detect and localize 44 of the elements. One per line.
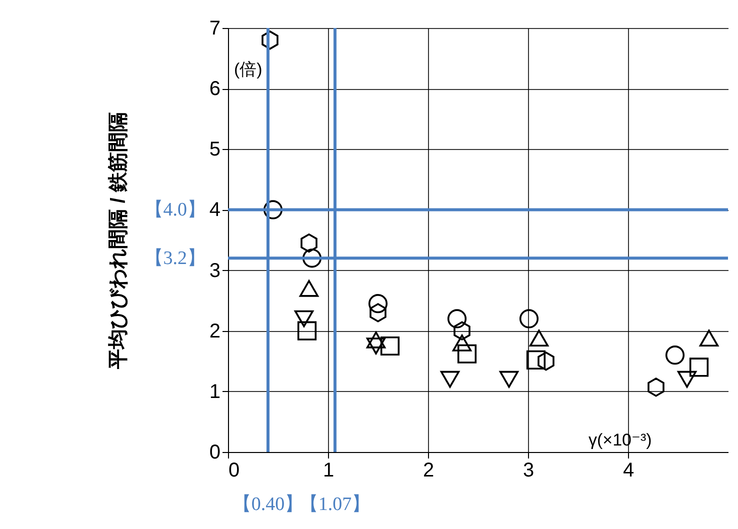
point (452, 334, 472, 352)
y-tick-label: 1 (209, 380, 220, 403)
point (370, 303, 386, 322)
x-tick-label: 0 (228, 460, 240, 482)
point (368, 294, 388, 314)
point (300, 233, 318, 253)
point (665, 346, 685, 365)
point (263, 200, 283, 220)
point (440, 370, 460, 388)
point (529, 330, 549, 347)
ref-line-label: 【3.2】 (144, 248, 206, 270)
point (454, 321, 470, 340)
point (299, 280, 319, 297)
point (380, 336, 400, 356)
ref-line-label: 【4.0】 (144, 200, 206, 221)
point (294, 310, 314, 328)
y-axis-title: 平均ひびわれ間隔 / 鉄筋間隔 (108, 112, 130, 370)
point (648, 378, 664, 397)
point (538, 352, 554, 371)
x-tick-label: 1 (322, 460, 334, 482)
point (262, 30, 278, 50)
point (677, 370, 697, 388)
point (519, 309, 539, 328)
point (526, 350, 546, 370)
x-tick-label: 4 (622, 460, 634, 482)
y-tick-label: 6 (209, 78, 220, 100)
y-tick-label: 7 (209, 18, 220, 40)
point (366, 338, 386, 354)
y-tick-label: 4 (209, 199, 220, 222)
point (447, 309, 467, 328)
y-tick-label: 2 (209, 320, 220, 342)
annotation: (倍) (234, 60, 262, 79)
point (699, 330, 719, 347)
y-tick-label: 5 (209, 138, 220, 161)
point (457, 344, 477, 364)
y-tick-label: 0 (209, 442, 220, 464)
x-tick-label: 3 (522, 460, 534, 482)
y-tick-label: 3 (209, 260, 220, 282)
point (689, 358, 709, 377)
x-tick-label: 2 (422, 460, 434, 482)
point (302, 248, 322, 268)
point (499, 370, 519, 388)
point (366, 332, 386, 348)
point (297, 321, 317, 340)
